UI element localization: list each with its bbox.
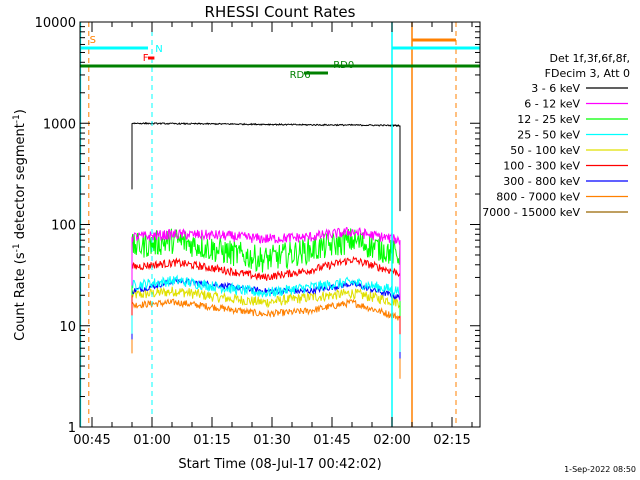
legend-label: 300 - 800 keV [503,175,580,188]
night-label: N [155,44,162,55]
y-tick-label: 100 [51,219,76,234]
legend-label: 800 - 7000 keV [496,191,580,204]
legend-header-2: FDecim 3, Att 0 [545,67,630,80]
x-axis-label: Start Time (08-Jul-17 00:42:02) [178,457,381,472]
series-line [131,226,401,246]
legend-label: 50 - 100 keV [510,144,580,157]
y-tick-label: 1000 [43,117,76,132]
x-tick-label: 01:45 [313,433,350,448]
x-tick-label: 02:00 [373,433,410,448]
legend: Det 1f,3f,6f,8f, FDecim 3, Att 0 3 - 6 k… [482,52,630,219]
x-tick-label: 01:15 [193,433,230,448]
timestamp: 1-Sep-2022 08:50 [564,465,636,474]
rd0-label: RD0 [333,60,354,71]
legend-label: 3 - 6 keV [531,82,580,95]
y-axis-label: Count Rate (s-1 detector segment-1) [12,109,28,341]
x-tick-label: 01:00 [133,433,170,448]
series-line [131,255,401,281]
series-line [131,298,401,321]
y-tick-label: 10 [59,320,76,335]
saa-label: S [90,35,96,46]
rd6-label: RD6 [290,70,311,81]
series-line [131,276,401,301]
x-tick-label: 00:45 [73,433,110,448]
status-overlays: S NF RD0 RD6 [79,22,480,427]
y-axis: 1 10 100 1000 10000 [35,16,480,436]
chart-title: RHESSI Count Rates [205,3,356,21]
x-axis: 00:45 01:00 01:15 01:30 01:45 02:00 02:15 [73,22,473,448]
legend-label: 100 - 300 keV [503,160,580,173]
data-traces [131,121,401,379]
flare-label: F [143,53,149,64]
series-line [131,121,401,128]
legend-label: 6 - 12 keV [524,98,580,111]
x-tick-label: 02:15 [433,433,470,448]
legend-label: 7000 - 15000 keV [482,206,580,219]
y-tick-label: 1 [68,421,76,436]
legend-header-1: Det 1f,3f,6f,8f, [549,52,630,65]
y-tick-label: 10000 [35,16,76,31]
series-line [131,286,401,309]
series-line [131,274,401,298]
series-line [131,228,401,273]
legend-label: 25 - 50 keV [517,129,580,142]
x-tick-label: 01:30 [253,433,290,448]
legend-label: 12 - 25 keV [517,113,580,126]
